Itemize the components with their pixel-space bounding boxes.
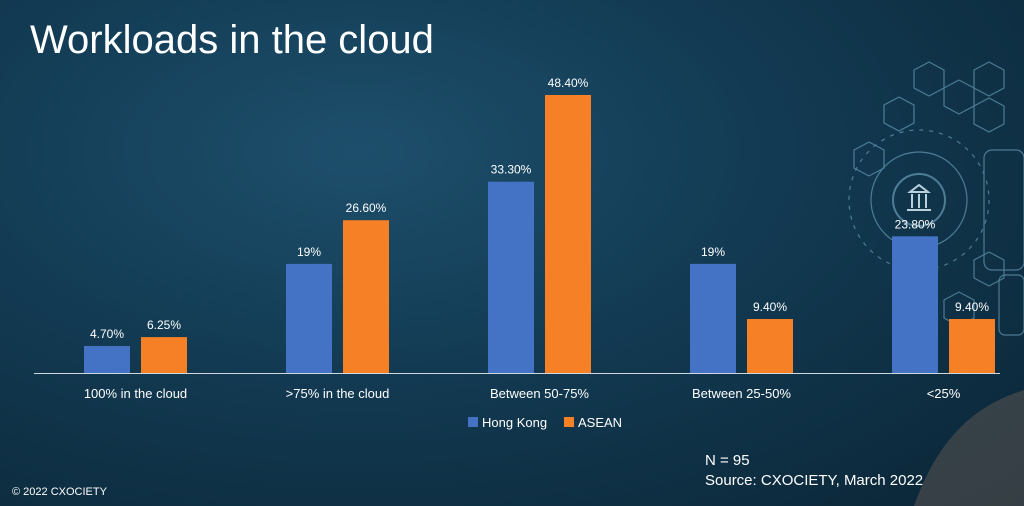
bar-asean-3 [747, 319, 793, 373]
bar-asean-4 [949, 319, 995, 373]
category-label-2: Between 50-75% [490, 386, 589, 401]
bar-hong-kong-0 [84, 346, 130, 373]
data-label-hong-kong-2: 33.30% [491, 163, 532, 177]
legend-label-hong-kong: Hong Kong [482, 415, 547, 430]
source-note: Source: CXOCIETY, March 2022 [705, 472, 924, 489]
bars-group: 4.70% 6.25% 19% 26.60% 33.30% 48.40% 19% 9.40% 2… [84, 76, 995, 373]
data-label-asean-2: 48.40% [548, 76, 589, 90]
bar-asean-2 [545, 95, 591, 373]
data-label-asean-0: 6.25% [147, 318, 181, 332]
category-label-3: Between 25-50% [692, 386, 791, 401]
data-label-asean-1: 26.60% [346, 201, 387, 215]
legend-label-asean: ASEAN [578, 415, 622, 430]
copyright-text: © 2022 CXOCIETY [12, 486, 107, 498]
data-label-hong-kong-4: 23.80% [895, 217, 936, 231]
bar-hong-kong-4 [892, 236, 938, 373]
legend-swatch-hong-kong [468, 417, 478, 427]
category-label-1: >75% in the cloud [286, 386, 390, 401]
data-label-asean-3: 9.40% [753, 300, 787, 314]
category-labels: 100% in the cloud >75% in the cloud Betwee… [84, 386, 961, 401]
data-label-asean-4: 9.40% [955, 300, 989, 314]
bar-asean-1 [343, 220, 389, 373]
bar-hong-kong-2 [488, 181, 534, 373]
category-label-0: 100% in the cloud [84, 386, 187, 401]
legend: Hong Kong ASEAN [468, 415, 622, 430]
bar-asean-0 [141, 337, 187, 373]
sample-size-note: N = 95 [705, 452, 750, 469]
data-label-hong-kong-0: 4.70% [90, 327, 124, 341]
data-label-hong-kong-3: 19% [701, 245, 725, 259]
legend-swatch-asean [564, 417, 574, 427]
category-label-4: <25% [927, 386, 961, 401]
bar-hong-kong-3 [690, 263, 736, 373]
page-title: Workloads in the cloud [30, 18, 434, 62]
bar-hong-kong-1 [286, 263, 332, 373]
data-label-hong-kong-1: 19% [297, 245, 321, 259]
